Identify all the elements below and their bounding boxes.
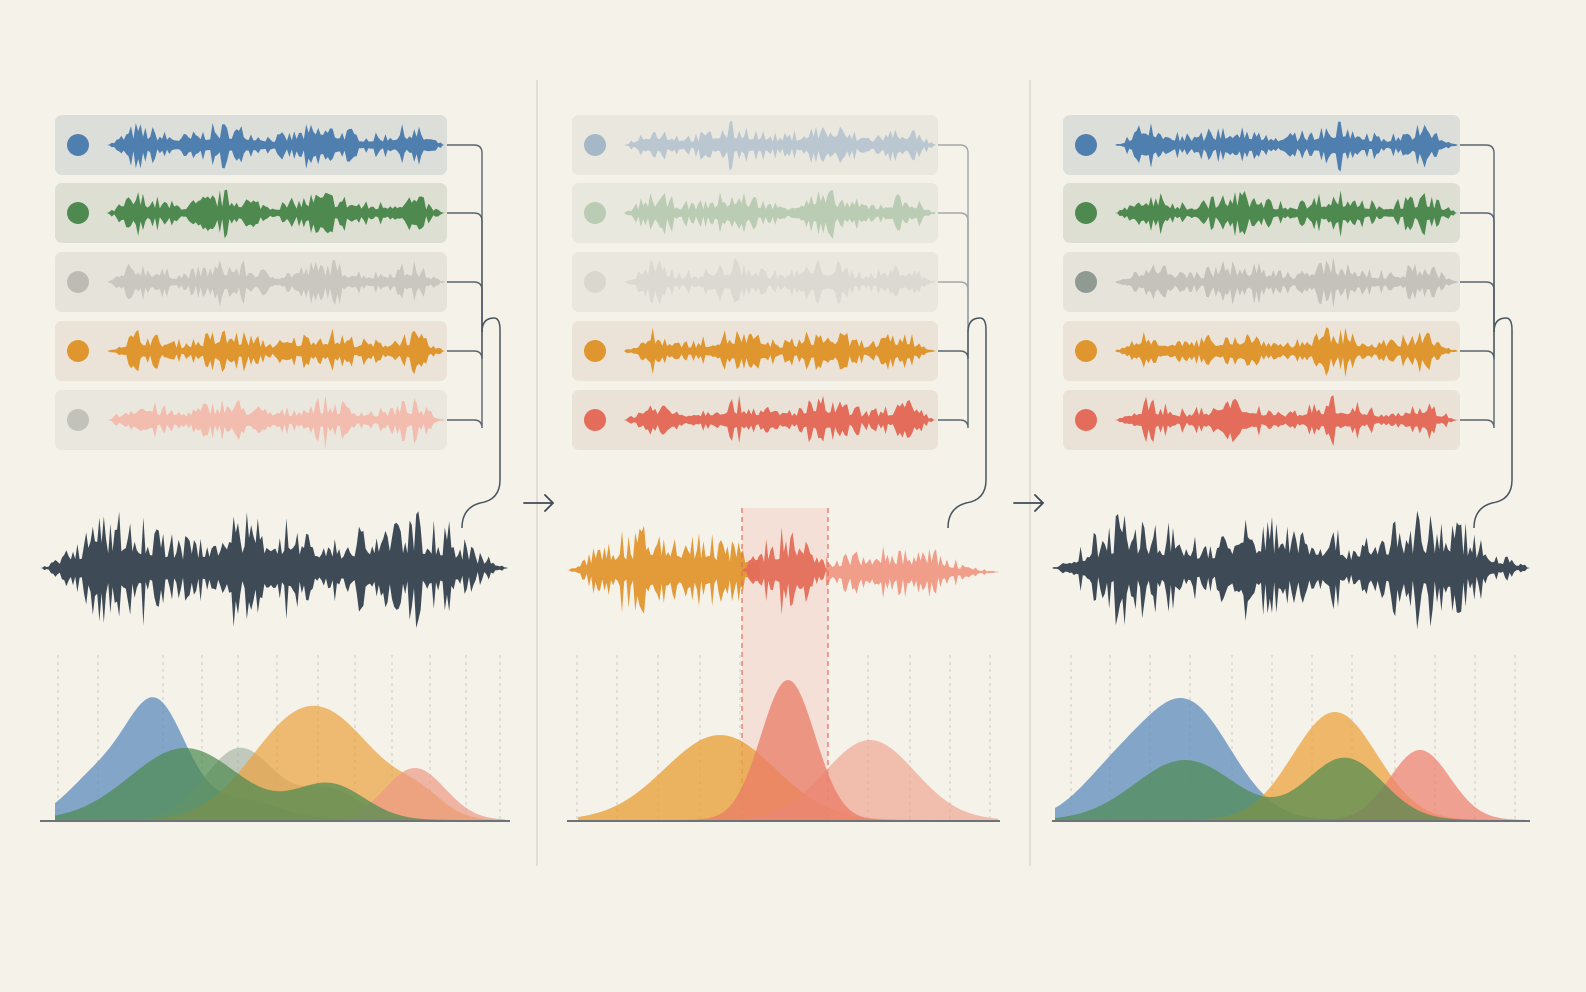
track-waveform <box>624 120 936 171</box>
track-waveform <box>107 122 445 169</box>
track-waveform <box>1115 257 1458 308</box>
mix-waveform <box>826 546 1000 599</box>
arrow-path <box>523 494 555 512</box>
track-dot <box>67 202 89 224</box>
arrow <box>523 494 555 512</box>
connector <box>1473 317 1513 529</box>
density-area <box>578 740 998 820</box>
density-area <box>1055 757 1525 820</box>
track-dot <box>584 271 606 293</box>
panel <box>1063 115 1513 529</box>
connector <box>447 144 483 332</box>
density-area <box>1055 750 1525 820</box>
connector <box>1460 144 1495 332</box>
track-dot <box>1075 340 1097 362</box>
track-tint <box>572 115 938 175</box>
connector <box>461 317 501 529</box>
panel <box>55 115 501 529</box>
density-area <box>55 768 505 820</box>
connector <box>447 212 483 332</box>
track-waveform <box>107 189 445 239</box>
track-waveform <box>624 327 936 375</box>
track-dot <box>584 340 606 362</box>
connector <box>938 212 969 332</box>
track-waveform <box>107 395 445 449</box>
density-area <box>578 735 998 820</box>
density-area <box>578 680 998 820</box>
track-tint <box>572 252 938 312</box>
track-box <box>572 252 938 312</box>
track-dot <box>1075 271 1097 293</box>
track-dot <box>67 271 89 293</box>
connector <box>938 281 969 332</box>
mix-waveform <box>1052 510 1530 630</box>
arrow-path <box>1013 494 1045 512</box>
track-waveform <box>624 189 936 239</box>
track-waveform <box>624 395 936 444</box>
connector <box>447 281 483 332</box>
connector <box>1460 281 1495 332</box>
density-area <box>1055 712 1525 820</box>
track-waveform <box>1115 190 1458 237</box>
track-waveform <box>107 328 445 375</box>
track-dot <box>584 409 606 431</box>
track-waveform <box>624 258 936 305</box>
mix-waveform <box>742 527 830 615</box>
track-box <box>572 183 938 243</box>
track-dot <box>1075 202 1097 224</box>
track-dot <box>584 202 606 224</box>
track-box <box>572 115 938 175</box>
connector <box>447 332 483 429</box>
track-waveform <box>107 260 445 307</box>
mix-waveform <box>40 511 508 628</box>
arrow <box>1013 494 1045 512</box>
track-tint <box>572 183 938 243</box>
connector <box>1460 212 1495 332</box>
track-dot <box>1075 134 1097 156</box>
track-dot <box>67 134 89 156</box>
track-dot <box>67 409 89 431</box>
density-area <box>55 748 505 820</box>
track-dot <box>584 134 606 156</box>
track-dot <box>67 340 89 362</box>
panel <box>572 115 987 529</box>
connector <box>938 144 969 332</box>
track-waveform <box>1115 327 1458 378</box>
connector <box>938 332 969 429</box>
track-waveform <box>1115 121 1458 172</box>
connector <box>947 317 987 529</box>
track-dot <box>1075 409 1097 431</box>
track-waveform <box>1115 395 1458 447</box>
connector <box>1460 332 1495 429</box>
mix-waveform <box>567 525 760 614</box>
